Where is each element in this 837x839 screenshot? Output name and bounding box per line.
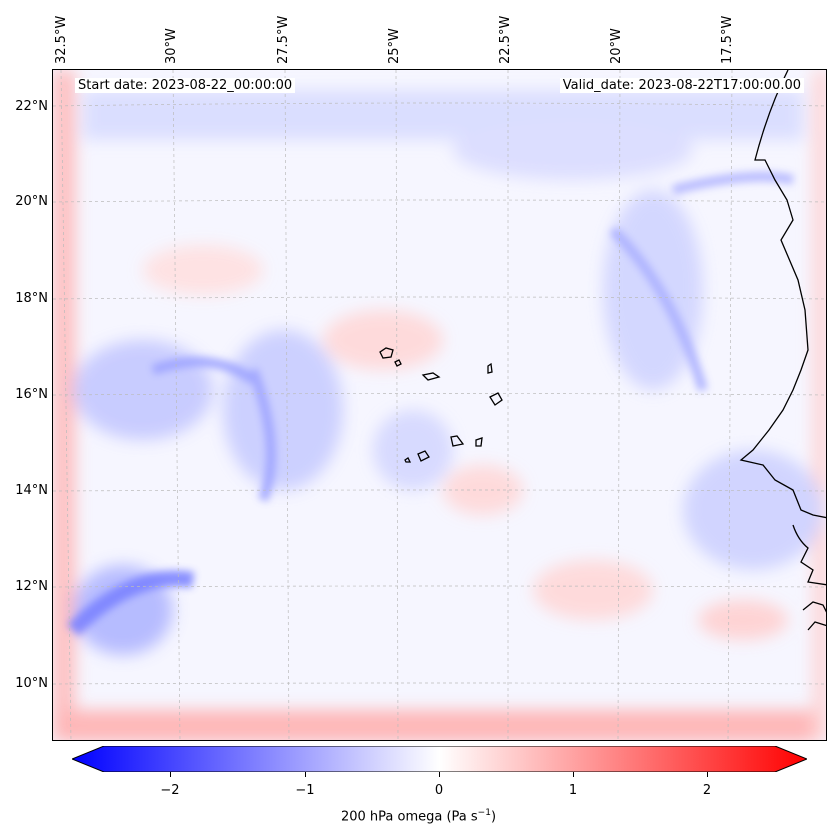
colorbar-tick-label: 2 (702, 783, 712, 798)
lat-label: 18°N (15, 291, 48, 306)
colorbar (72, 746, 807, 772)
lon-label: 32.5°W (54, 15, 69, 64)
colorbar-tick-label: 0 (434, 783, 444, 798)
colorbar-tick-label: −1 (295, 783, 315, 798)
colorbar-label: 200 hPa omega (Pa s−1) (0, 808, 837, 824)
lat-label: 14°N (15, 483, 48, 498)
colorbar-label-text: 200 hPa omega (Pa s (340, 809, 478, 825)
omega-field-map (53, 70, 826, 740)
lon-label: 27.5°W (276, 15, 291, 64)
start-date-label: Start date: 2023-08-22_00:00:00 (75, 78, 296, 93)
colorbar-tickmark (573, 772, 574, 777)
lat-label: 22°N (15, 99, 48, 114)
lat-label: 16°N (15, 387, 48, 402)
colorbar-label-exponent: −1 (477, 808, 491, 818)
lon-label: 20°W (609, 28, 624, 64)
colorbar-tickmark (439, 772, 440, 777)
lat-label: 12°N (15, 579, 48, 594)
colorbar-tickmark (305, 772, 306, 777)
lat-label: 20°N (15, 194, 48, 209)
lat-label: 10°N (15, 676, 48, 691)
colorbar-tick-label: −2 (160, 783, 180, 798)
colorbar-tickmark (707, 772, 708, 777)
lon-label: 17.5°W (720, 15, 735, 64)
lon-label: 30°W (164, 28, 179, 64)
lon-label: 25°W (387, 28, 402, 64)
map-panel: Start date: 2023-08-22_00:00:00 Valid_da… (52, 69, 827, 741)
colorbar-label-suffix: ) (490, 809, 497, 825)
colorbar-tickmark (170, 772, 171, 777)
valid-date-label: Valid_date: 2023-08-22T17:00:00.00 (559, 78, 804, 93)
lon-label: 22.5°W (498, 15, 513, 64)
colorbar-tick-label: 1 (568, 783, 578, 798)
